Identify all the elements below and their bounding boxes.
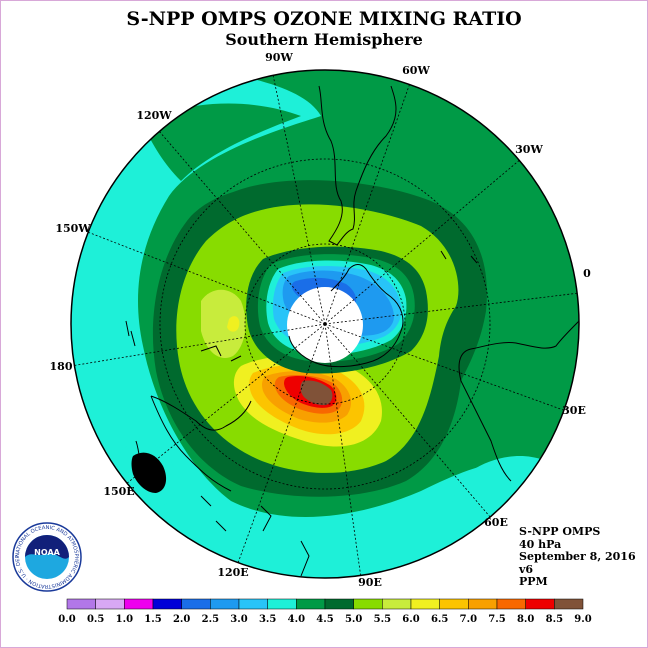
colorbar-bin xyxy=(238,598,268,610)
coastline-australia xyxy=(150,395,252,492)
colorbar-tick-label: 2.5 xyxy=(202,614,219,625)
colorbar-bin xyxy=(525,598,555,610)
meridian-line xyxy=(324,323,492,519)
colorbar-bin xyxy=(410,598,440,610)
colorbar-bin xyxy=(95,598,125,610)
colorbar-bin xyxy=(152,598,182,610)
colorbar-bin xyxy=(324,598,354,610)
chart-title: S-NPP OMPS OZONE MIXING RATIO xyxy=(126,8,522,30)
colorbar-tick-label: 6.5 xyxy=(431,614,448,625)
version-label: v6 xyxy=(519,562,534,576)
longitude-label: 150E xyxy=(103,485,134,498)
colorbar-tick-label: 4.5 xyxy=(316,614,333,625)
longitude-labels: 90W 60W 30W 0 30E 60E 90E 120E 150E 180 150W 120W xyxy=(50,51,592,589)
meridian-line xyxy=(158,130,326,325)
colorbar-bin xyxy=(296,598,326,610)
south-pole-marker xyxy=(323,322,327,326)
coastline-antarctic-peninsula xyxy=(288,264,404,368)
colorbar-bins xyxy=(66,598,584,610)
logo-bird-shape xyxy=(25,535,69,559)
colorbar-bin xyxy=(66,598,96,610)
polar-map: 90W 60W 30W 0 30E 60E 90E 120E 150E 180 150W 120W xyxy=(50,51,592,589)
meridian-line xyxy=(324,82,411,325)
colorbar-tick-label: 1.0 xyxy=(116,614,133,625)
field-8.5-9.0 xyxy=(300,380,333,406)
colorbar-tick-label: 6.0 xyxy=(402,614,419,625)
colorbar-tick-label: 2.0 xyxy=(173,614,190,625)
colorbar-tick-label: 8.0 xyxy=(517,614,534,625)
colorbar-bin xyxy=(267,598,297,610)
meridian-line xyxy=(71,323,326,367)
map-boundary xyxy=(70,69,580,579)
coastline-new-zealand xyxy=(125,320,147,487)
colorbar-tick-label: 5.0 xyxy=(345,614,362,625)
colorbar-tick-label: 0.0 xyxy=(58,614,75,625)
longitude-label: 90W xyxy=(265,51,293,64)
colorbar-bin xyxy=(439,598,469,610)
colorbar-tick-label: 7.0 xyxy=(460,614,477,625)
longitude-label: 60E xyxy=(484,516,508,529)
colorbar-bin xyxy=(468,598,498,610)
colorbar-tick-label: 5.5 xyxy=(374,614,391,625)
logo-text: NOAA xyxy=(34,548,60,557)
colorbar-tick-label: 0.5 xyxy=(87,614,104,625)
colorbar-bin xyxy=(353,598,383,610)
meridian-line xyxy=(324,323,362,578)
latitude-circle xyxy=(159,158,491,490)
longitude-label: 60W xyxy=(402,64,430,77)
colorbar-bin xyxy=(496,598,526,610)
field-5.5-6.0 xyxy=(201,289,246,359)
colorbar-bin xyxy=(210,598,240,610)
colorbar-tick-label: 4.0 xyxy=(288,614,305,625)
date-label: September 8, 2016 xyxy=(519,550,636,563)
meridian-line xyxy=(324,152,529,325)
colorbar-bin xyxy=(181,598,211,610)
colorbar-tick-label: 3.5 xyxy=(259,614,276,625)
noaa-logo: NATIONAL OCEANIC AND ATMOSPHERIC ADMINIS… xyxy=(11,521,82,592)
colorbar-tick-label: 9.0 xyxy=(574,614,591,625)
longitude-label: 0 xyxy=(583,267,591,280)
meridian-line xyxy=(324,323,567,412)
chart-subtitle: Southern Hemisphere xyxy=(225,30,423,49)
longitude-label: 30W xyxy=(515,143,543,156)
info-block: S-NPP OMPS 40 hPa September 8, 2016 v6 P… xyxy=(519,525,636,589)
meridian-line xyxy=(271,70,326,325)
coastline-islands xyxy=(200,250,478,577)
colorbar-tick-label: 7.5 xyxy=(488,614,505,625)
longitude-label: 120E xyxy=(217,566,248,579)
coastline-south-america xyxy=(318,85,397,246)
coastlines xyxy=(125,85,579,577)
colorbar-tick-label: 3.0 xyxy=(230,614,247,625)
colorbar-bin xyxy=(124,598,154,610)
colorbar-bin xyxy=(554,598,584,610)
colorbar-tick-labels: 0.0 0.5 1.0 1.5 2.0 2.5 3.0 3.5 4.0 4.5 5.0 5.5 6.0 6… xyxy=(58,614,591,625)
latitude-circle xyxy=(244,243,406,405)
colorbar-bin xyxy=(382,598,412,610)
longitude-label: 180 xyxy=(50,360,73,373)
longitude-label: 150W xyxy=(55,222,91,235)
meridian-line xyxy=(324,292,579,325)
colorbar-tick-label: 1.5 xyxy=(144,614,161,625)
colorbar: 0.0 0.5 1.0 1.5 2.0 2.5 3.0 3.5 4.0 4.5 5.0 5.5 6.0 6… xyxy=(58,598,592,625)
longitude-label: 30E xyxy=(562,404,586,417)
longitude-label: 90E xyxy=(358,576,382,589)
field-6.0-6.5-spot xyxy=(227,316,240,332)
pressure-level-label: 40 hPa xyxy=(519,537,562,551)
units-label: PPM xyxy=(519,575,548,588)
field-4.0-4.5-tongue xyxy=(141,103,301,181)
meridian-line xyxy=(84,230,326,325)
graticule xyxy=(71,70,579,578)
longitude-label: 120W xyxy=(136,109,172,122)
instrument-label: S-NPP OMPS xyxy=(519,525,601,538)
colorbar-tick-label: 8.5 xyxy=(546,614,563,625)
coastline-africa xyxy=(458,320,579,482)
